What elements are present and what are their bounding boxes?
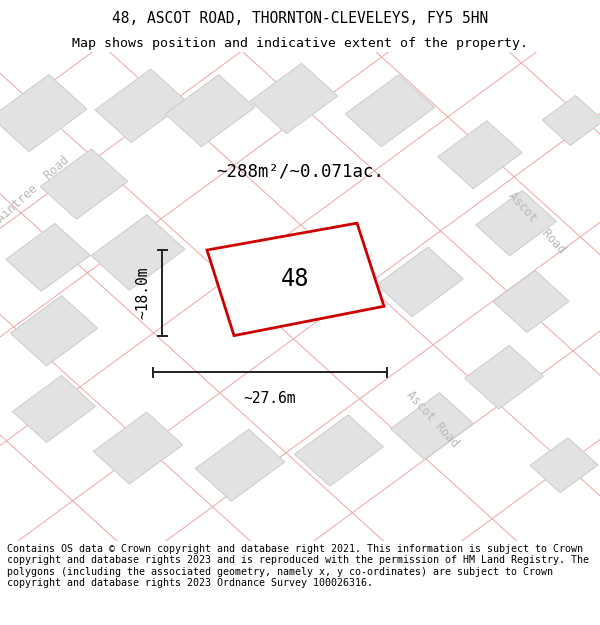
Polygon shape xyxy=(542,96,600,146)
Text: ~18.0m: ~18.0m xyxy=(136,267,151,319)
Polygon shape xyxy=(6,223,90,291)
Polygon shape xyxy=(165,75,255,147)
Text: ~288m²/~0.071ac.: ~288m²/~0.071ac. xyxy=(216,162,384,181)
Text: 48, ASCOT ROAD, THORNTON-CLEVELEYS, FY5 5HN: 48, ASCOT ROAD, THORNTON-CLEVELEYS, FY5 … xyxy=(112,11,488,26)
Polygon shape xyxy=(93,412,183,484)
Polygon shape xyxy=(95,69,187,142)
Polygon shape xyxy=(195,429,285,501)
Polygon shape xyxy=(10,296,98,366)
Text: Ascot Road: Ascot Road xyxy=(403,388,461,449)
Text: Contains OS data © Crown copyright and database right 2021. This information is : Contains OS data © Crown copyright and d… xyxy=(7,544,589,588)
Polygon shape xyxy=(438,121,522,189)
Polygon shape xyxy=(530,438,598,493)
Polygon shape xyxy=(464,346,544,409)
Polygon shape xyxy=(207,223,384,336)
Polygon shape xyxy=(476,191,556,256)
Text: Ascot  Road: Ascot Road xyxy=(506,189,568,257)
Polygon shape xyxy=(295,415,383,486)
Text: 48: 48 xyxy=(281,267,310,291)
Polygon shape xyxy=(377,247,463,317)
Polygon shape xyxy=(13,376,95,442)
Polygon shape xyxy=(345,75,435,147)
Polygon shape xyxy=(40,149,128,219)
Polygon shape xyxy=(391,392,473,459)
Text: Aintree  Road: Aintree Road xyxy=(0,153,72,225)
Polygon shape xyxy=(493,271,569,332)
Text: ~27.6m: ~27.6m xyxy=(244,391,296,406)
Polygon shape xyxy=(250,63,338,134)
Polygon shape xyxy=(91,215,185,290)
Polygon shape xyxy=(0,74,87,152)
Text: Map shows position and indicative extent of the property.: Map shows position and indicative extent… xyxy=(72,38,528,51)
